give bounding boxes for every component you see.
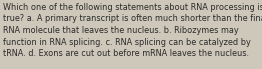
Text: Which one of the following statements about RNA processing is
true? a. A primary: Which one of the following statements ab… [3, 3, 262, 58]
